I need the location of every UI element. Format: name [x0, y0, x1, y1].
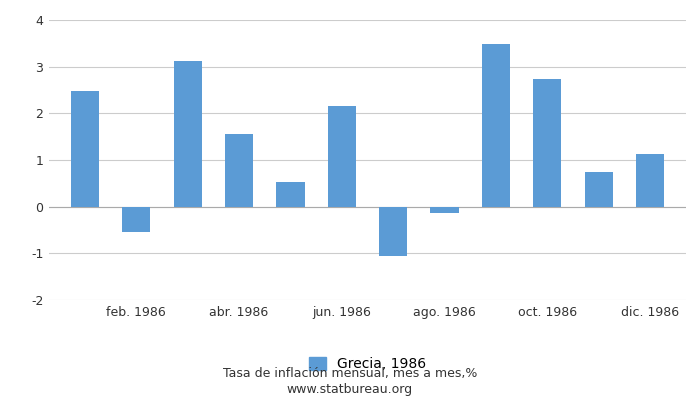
Bar	[379, 207, 407, 256]
Bar	[533, 79, 561, 207]
Bar	[430, 207, 458, 213]
Text: www.statbureau.org: www.statbureau.org	[287, 384, 413, 396]
Bar	[71, 92, 99, 207]
Bar	[584, 172, 612, 207]
Bar	[122, 207, 150, 232]
Bar	[225, 134, 253, 207]
Bar	[174, 61, 202, 207]
Legend: Grecia, 1986: Grecia, 1986	[309, 357, 426, 371]
Bar	[276, 182, 304, 207]
Bar	[328, 106, 356, 207]
Text: Tasa de inflación mensual, mes a mes,%: Tasa de inflación mensual, mes a mes,%	[223, 368, 477, 380]
Bar	[482, 44, 510, 207]
Bar	[636, 154, 664, 207]
